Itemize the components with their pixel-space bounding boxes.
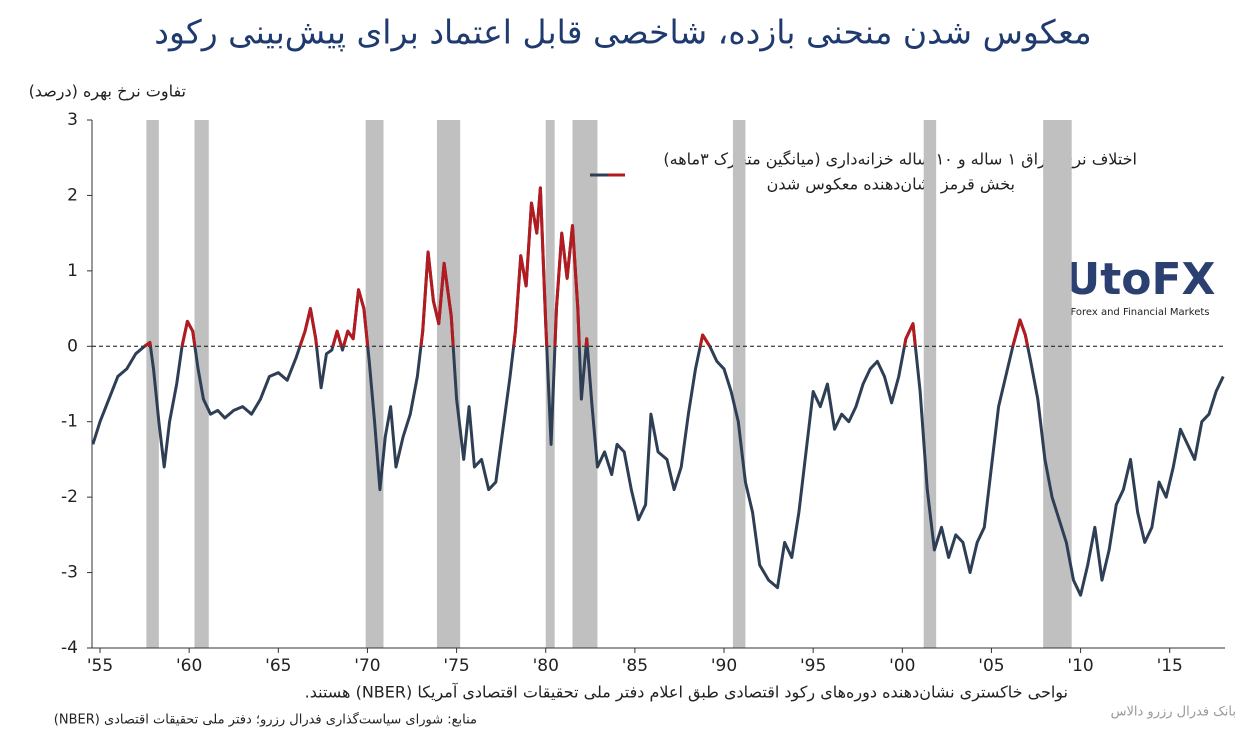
y-axis-label: تفاوت نرخ بهره (درصد): [29, 82, 186, 102]
x-tick-label: '00: [889, 656, 915, 676]
x-tick-label: '55: [87, 656, 113, 676]
recession-band: [923, 120, 937, 648]
x-tick-label: '90: [711, 656, 737, 676]
x-tick-label: '10: [1067, 656, 1093, 676]
credit: بانک فدرال رزرو دالاس: [1111, 705, 1236, 720]
x-tick-label: '70: [354, 656, 380, 676]
y-tick-label: 1: [67, 261, 78, 281]
y-tick-label: 2: [67, 185, 78, 205]
recession-band: [146, 120, 159, 648]
x-tick-label: '65: [265, 656, 291, 676]
recession-band: [545, 120, 555, 648]
inversion-line: [298, 307, 319, 347]
y-tick-label: -2: [61, 487, 78, 507]
inversion-line: [584, 337, 589, 347]
y-tick-label: 0: [67, 336, 78, 356]
inversion-line: [698, 333, 712, 348]
x-tick-label: '15: [1157, 656, 1183, 676]
y-tick-label: 3: [67, 110, 78, 130]
footnote: نواحی خاکستری نشان‌دهنده دوره‌های رکود ا…: [305, 683, 1068, 703]
logo-tagline: Forex and Financial Markets: [1070, 307, 1209, 318]
recession-band: [1043, 120, 1072, 648]
inversion-line: [902, 322, 917, 347]
inversion-line: [331, 329, 343, 347]
inversion-line: [1011, 318, 1030, 347]
x-tick-label: '85: [622, 656, 648, 676]
recession-band: [732, 120, 746, 648]
legend-label: بخش قرمز نشان‌دهنده معکوس شدن: [767, 175, 1015, 195]
inversion-line: [180, 319, 197, 347]
y-tick-label: -3: [61, 563, 78, 583]
recession-band: [365, 120, 384, 648]
inversion-line: [342, 288, 370, 347]
y-tick-label: -1: [61, 412, 78, 432]
logo: UtoFX: [1065, 254, 1216, 305]
recession-band: [572, 120, 598, 648]
plot: -4 -3 -2 -1 0 1 2 3 '55 '60 '65 '70 '75 '80 '85 '90 '95 '…: [61, 110, 1225, 676]
x-tick-label: '95: [800, 656, 826, 676]
inversion-line: [143, 341, 152, 348]
recession-band: [436, 120, 461, 648]
chart-title: معکوس شدن منحنی بازده، شاخصی قابل اعتماد…: [154, 13, 1091, 52]
y-tick-label: -4: [61, 638, 78, 658]
x-tick-label: '05: [978, 656, 1004, 676]
x-tick-label: '75: [443, 656, 469, 676]
source: منابع: شورای سیاست‌گذاری فدرال رزرو؛ دفت…: [54, 712, 477, 728]
inversion-line: [512, 186, 549, 347]
inversion-line: [419, 250, 455, 347]
x-tick-label: '60: [176, 656, 202, 676]
legend-label: اختلاف نرخ اوراق ۱ ساله و ۱۰ ساله خزانه‌…: [663, 150, 1137, 170]
inversion-line: [553, 224, 581, 347]
x-tick-label: '80: [533, 656, 559, 676]
